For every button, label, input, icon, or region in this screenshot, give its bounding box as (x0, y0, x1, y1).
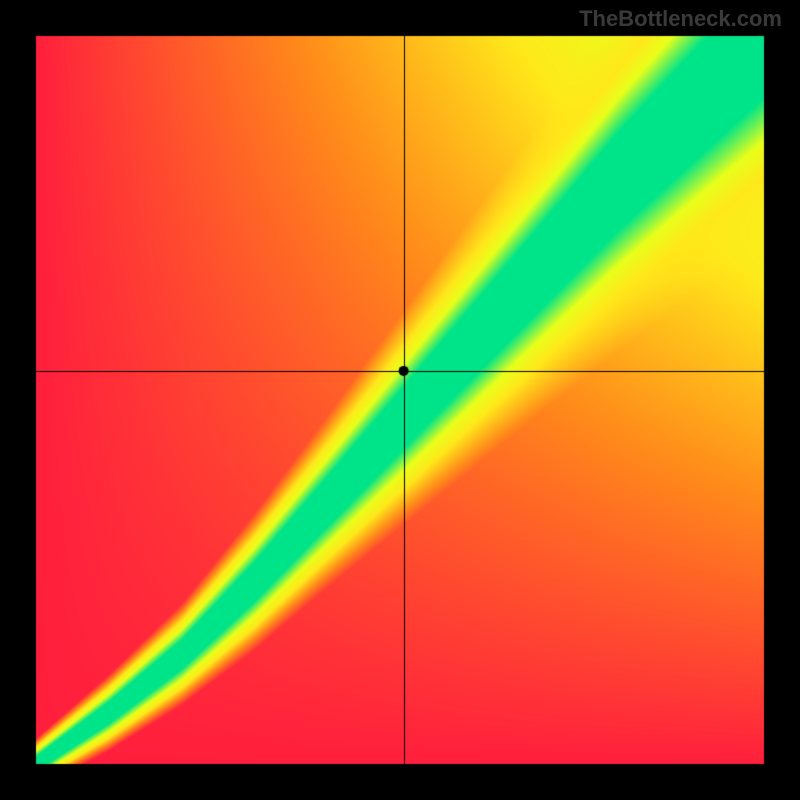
watermark-text: TheBottleneck.com (579, 6, 782, 32)
bottleneck-heatmap: TheBottleneck.com (0, 0, 800, 800)
heatmap-canvas (0, 0, 800, 800)
